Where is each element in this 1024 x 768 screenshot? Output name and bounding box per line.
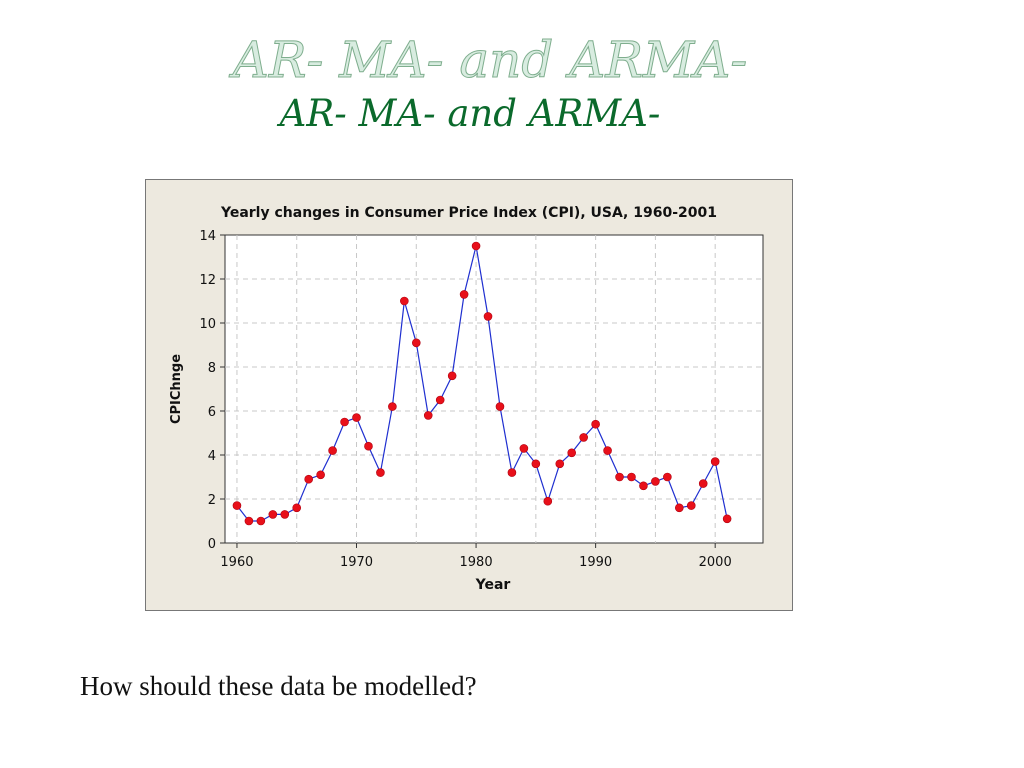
data-point-1970 <box>352 413 361 422</box>
x-tick-label-1960: 1960 <box>220 555 253 570</box>
data-point-1984 <box>519 444 529 453</box>
plot-area <box>224 234 764 544</box>
data-point-1993 <box>627 472 636 482</box>
y-tick-label-6: 6 <box>208 405 216 420</box>
data-point-1980 <box>471 241 481 251</box>
data-point-1960 <box>232 501 242 510</box>
data-point-1994 <box>639 481 648 491</box>
slide-title: AR- MA- and ARMA- <box>279 92 661 135</box>
cpi-line-chart: Yearly changes in Consumer Price Index (… <box>169 205 764 593</box>
data-point-1962 <box>256 516 266 526</box>
data-point-1977 <box>435 395 445 405</box>
data-point-1971 <box>364 441 373 451</box>
data-point-1968 <box>328 446 337 455</box>
y-tick-label-14: 14 <box>199 229 216 244</box>
data-point-1961 <box>244 516 254 526</box>
data-point-1983 <box>507 468 517 477</box>
data-point-1992 <box>615 472 624 482</box>
data-point-1966 <box>304 474 313 484</box>
data-point-2000 <box>710 457 720 466</box>
data-point-1998 <box>686 501 696 510</box>
x-tick-label-1990: 1990 <box>579 555 612 570</box>
data-point-1995 <box>651 477 660 486</box>
data-point-1979 <box>459 290 469 299</box>
data-point-1991 <box>603 446 612 455</box>
y-axis-label: CPIChnge <box>169 354 184 424</box>
data-points <box>232 241 732 526</box>
data-point-1969 <box>340 417 349 427</box>
data-point-1975 <box>411 338 421 348</box>
y-tick-label-0: 0 <box>208 537 216 552</box>
data-point-2001 <box>722 514 732 524</box>
x-tick-label-2000: 2000 <box>699 555 732 570</box>
y-tick-label-10: 10 <box>199 317 216 332</box>
data-point-1976 <box>423 411 433 420</box>
grid-lines <box>225 235 763 543</box>
data-point-1988 <box>567 448 577 458</box>
data-point-1974 <box>400 296 409 306</box>
data-point-1964 <box>280 510 290 519</box>
data-point-1987 <box>555 459 565 469</box>
data-point-1967 <box>316 470 325 480</box>
data-point-1972 <box>376 468 385 477</box>
y-tick-label-12: 12 <box>199 273 216 288</box>
data-point-1981 <box>483 312 493 321</box>
y-tick-label-2: 2 <box>208 493 216 508</box>
data-point-1982 <box>495 402 505 411</box>
data-point-1989 <box>579 433 588 442</box>
x-axis-label: Year <box>475 577 511 593</box>
slide-title-shadow: AR- MA- and ARMA- <box>232 31 748 90</box>
chart-title: Yearly changes in Consumer Price Index (… <box>220 205 717 221</box>
data-point-1973 <box>388 402 397 411</box>
data-point-1985 <box>531 459 541 469</box>
axes: 0 2 4 6 8 10 12 14 1960 1970 1980 1990 2000 <box>199 229 731 570</box>
slide-caption: How should these data be modelled? <box>80 671 477 701</box>
y-tick-label-8: 8 <box>208 361 216 376</box>
x-tick-label-1980: 1980 <box>460 555 493 570</box>
x-tick-label-1970: 1970 <box>340 555 373 570</box>
data-point-1997 <box>675 503 684 513</box>
data-point-1965 <box>292 503 302 513</box>
data-point-1978 <box>447 371 457 381</box>
data-point-1996 <box>663 472 672 482</box>
data-point-1986 <box>543 496 553 506</box>
data-point-1990 <box>591 419 600 429</box>
chart-frame: Yearly changes in Consumer Price Index (… <box>145 179 793 611</box>
data-point-1963 <box>268 510 278 519</box>
data-point-1999 <box>698 479 708 488</box>
y-tick-label-4: 4 <box>208 449 216 464</box>
